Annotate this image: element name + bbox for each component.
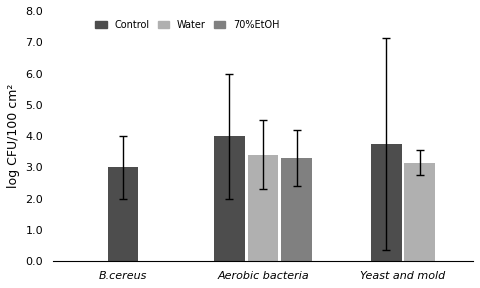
Bar [214, 136, 245, 261]
Legend: Control, Water, 70%EtOH: Control, Water, 70%EtOH [92, 16, 284, 34]
Bar [108, 167, 138, 261]
Bar [281, 158, 312, 261]
Bar [248, 155, 278, 261]
Bar [405, 163, 435, 261]
Y-axis label: log CFU/100 cm²: log CFU/100 cm² [7, 84, 20, 188]
Bar [371, 144, 402, 261]
